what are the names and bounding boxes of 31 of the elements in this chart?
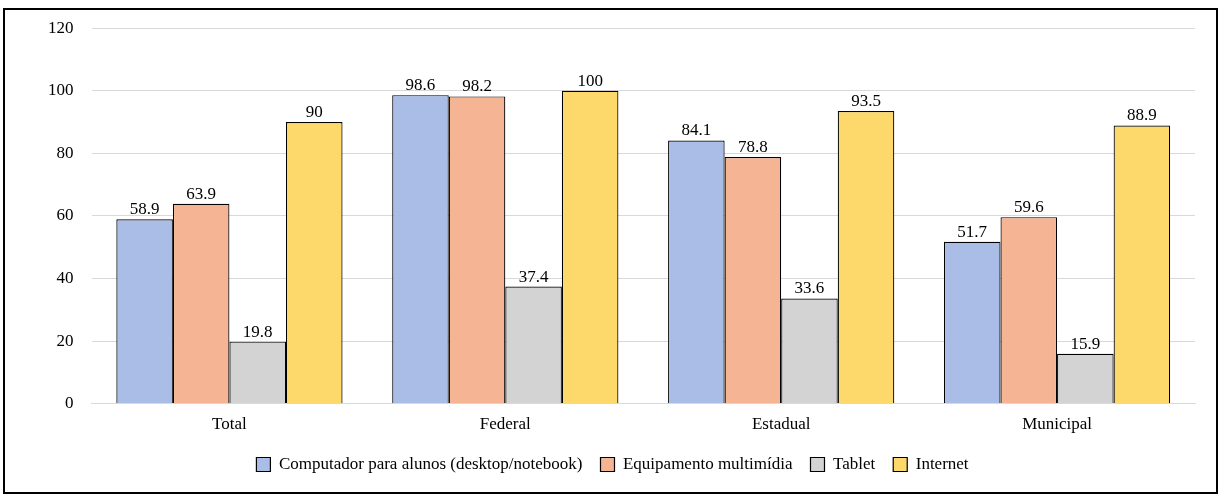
data-label: 63.9 [186,183,217,203]
x-tick-label: Total [212,414,248,434]
data-label: 93.5 [851,91,881,111]
data-label: 15.9 [1070,333,1101,353]
data-label: 37.4 [518,266,549,286]
y-tick-label: 80 [56,142,74,162]
y-tick-label: 20 [56,330,74,350]
data-label: 58.9 [129,199,160,219]
data-label: 59.6 [1013,197,1044,217]
data-label: 98.6 [405,75,436,95]
y-tick-label: 100 [48,80,74,100]
x-tick-label: Estadual [751,414,811,434]
data-label: 98.2 [462,76,492,96]
data-label: 100 [577,70,603,90]
data-label: 51.7 [957,221,988,241]
legend-label: Equipamento multimídia [622,453,793,473]
data-label: 33.6 [794,278,825,298]
y-tick-label: 120 [48,17,74,37]
y-tick-label: 60 [56,205,74,225]
data-label: 90 [305,102,323,122]
x-tick-label: Municipal [1022,414,1093,434]
x-tick-label: Federal [479,414,532,434]
data-label: 78.8 [738,137,768,157]
legend-label: Computador para alunos (desktop/notebook) [278,453,583,473]
legend-label: Tablet [832,453,876,473]
data-label: 19.8 [242,321,273,341]
legend-label: Internet [915,453,969,473]
data-label: 88.9 [1127,105,1157,125]
data-label: 84.1 [681,120,712,140]
y-tick-label: 40 [56,267,74,287]
y-tick-label: 0 [65,393,74,413]
